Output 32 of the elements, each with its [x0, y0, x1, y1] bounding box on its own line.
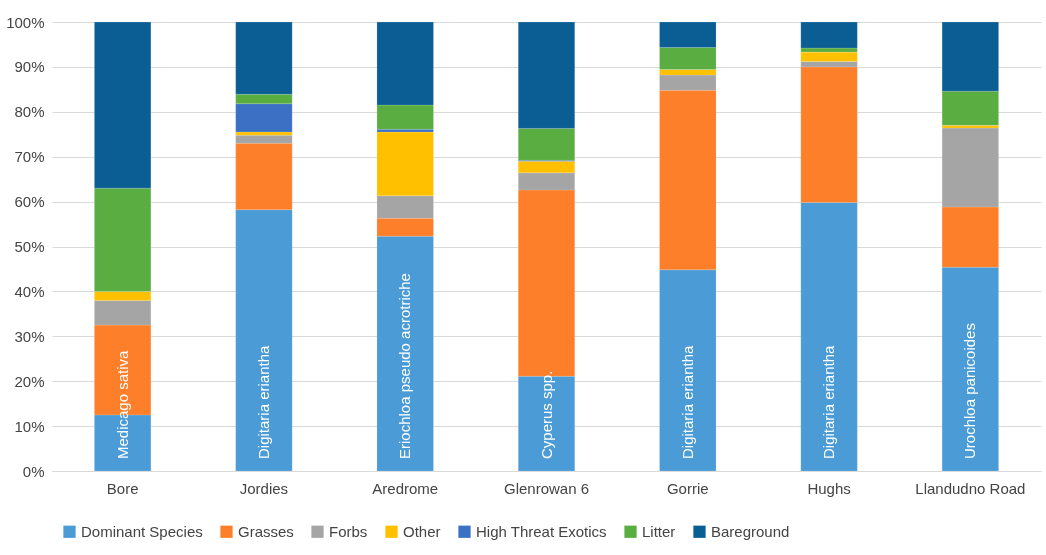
y-tick-label: 60%	[14, 193, 45, 211]
x-tick-label: Bore	[106, 479, 139, 497]
y-tick-label: 10%	[14, 417, 45, 435]
data-label: Digitaria eriantha	[254, 344, 272, 459]
y-tick-label: 0%	[22, 462, 45, 480]
data-label: Digitaria eriantha	[820, 344, 838, 459]
legend-label: Other	[403, 522, 441, 540]
y-tick-label: 40%	[14, 282, 45, 300]
x-tick-label: Hughs	[807, 479, 851, 497]
y-tick-label: 100%	[6, 13, 45, 31]
data-label: Cyperus spp.	[537, 370, 555, 459]
x-tick-label: Gorrie	[666, 479, 709, 497]
y-tick-label: 90%	[14, 58, 45, 76]
x-tick-label: Llandudno Road	[915, 479, 1026, 497]
legend-label: Litter	[642, 522, 676, 540]
x-tick-label: Glenrowan 6	[503, 479, 590, 497]
y-tick-label: 30%	[14, 327, 45, 345]
y-tick-label: 50%	[14, 238, 45, 255]
data-label: Digitaria eriantha	[678, 344, 696, 459]
data-label: Medicago sativa	[113, 349, 131, 459]
y-tick-label: 20%	[14, 372, 45, 390]
legend-label: Forbs	[329, 522, 368, 540]
legend-label: High Threat Exotics	[476, 522, 607, 540]
x-tick-label: Jordies	[239, 479, 289, 497]
legend-label: Bareground	[711, 522, 790, 540]
legend-label: Grasses	[238, 522, 294, 540]
x-tick-label: Aredrome	[372, 479, 439, 497]
data-label: Urochloa panicoides	[961, 323, 979, 459]
y-tick-label: 70%	[14, 148, 45, 166]
y-tick-label: 80%	[14, 103, 45, 121]
data-label: Eriochloa pseudo acrotriche	[396, 273, 414, 459]
legend-label: Dominant Species	[81, 522, 203, 540]
